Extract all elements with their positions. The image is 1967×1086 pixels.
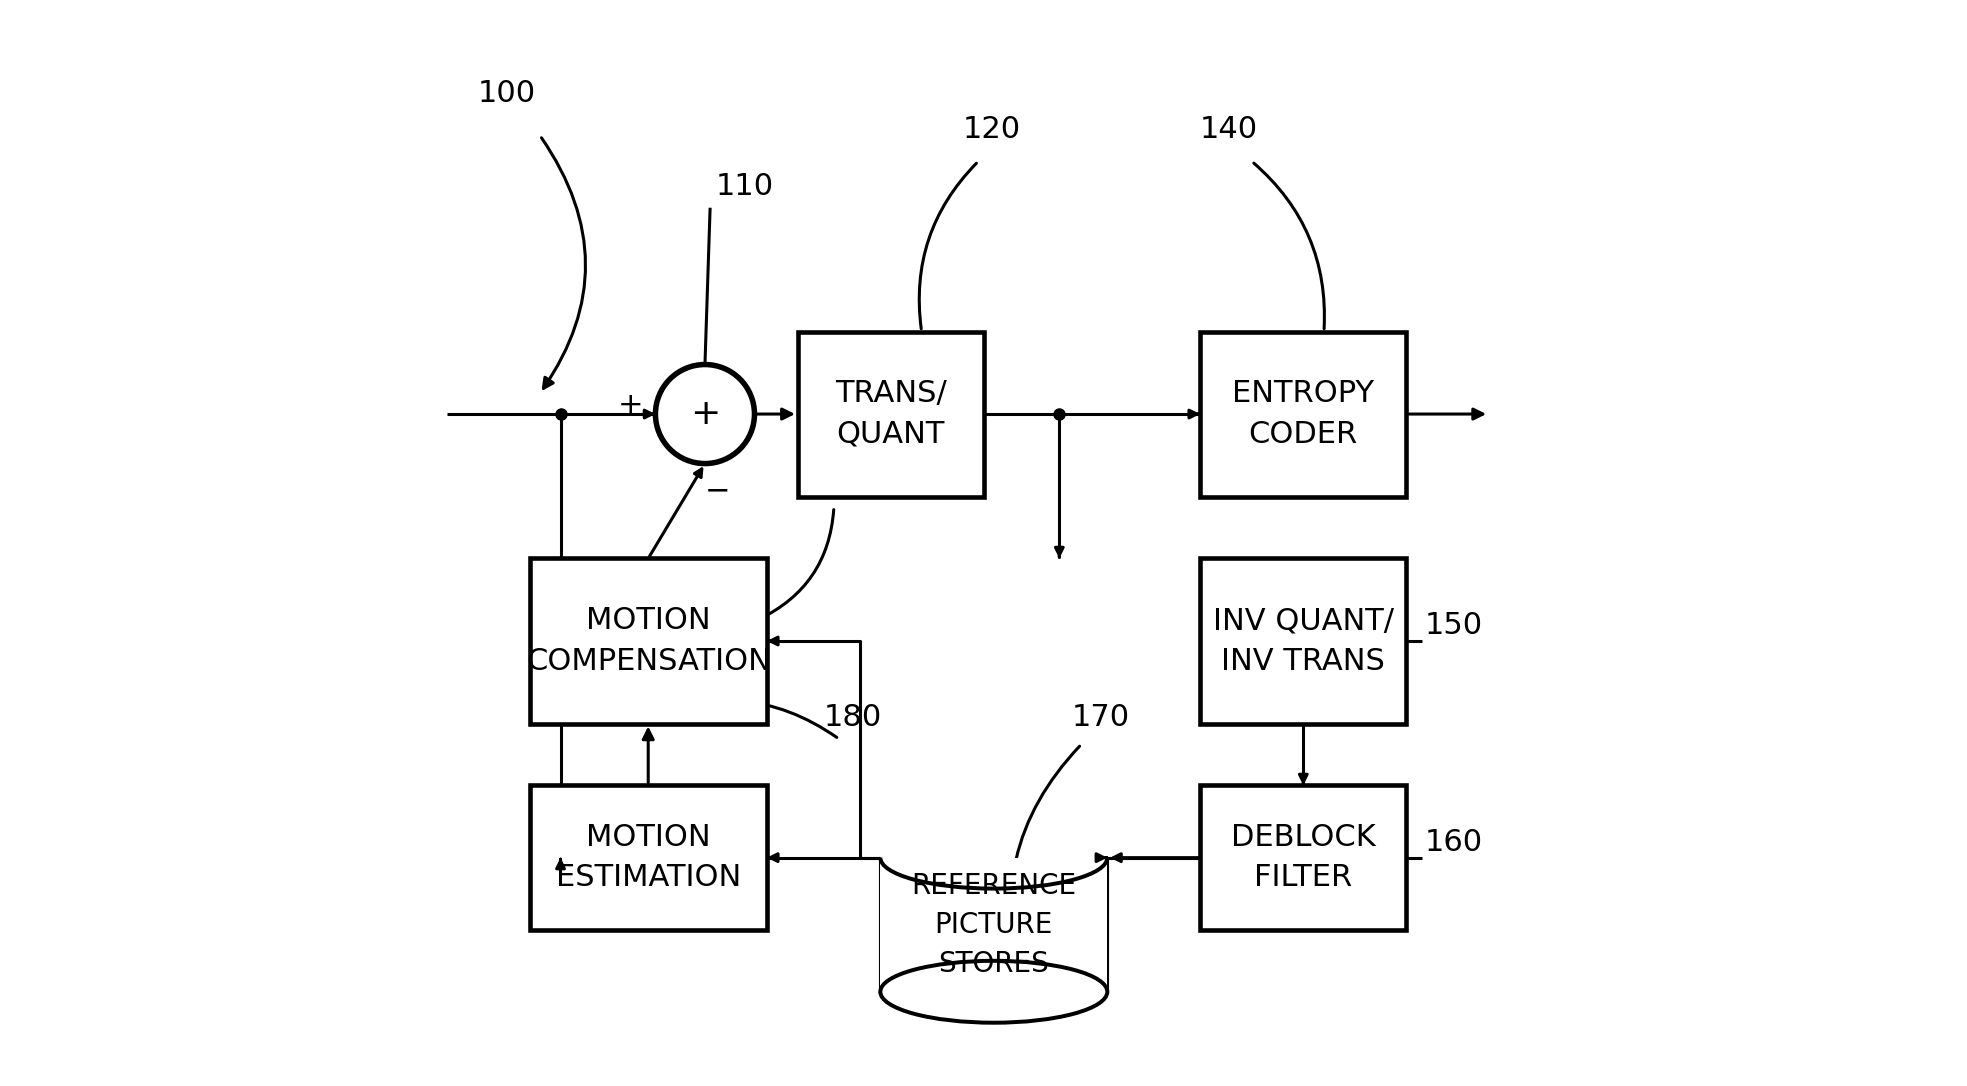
Text: 180: 180 (824, 703, 881, 732)
Bar (799, 331, 984, 496)
Bar (1200, 785, 1406, 930)
Text: 110: 110 (716, 172, 773, 201)
Text: DEBLOCK
FILTER: DEBLOCK FILTER (1231, 823, 1375, 893)
Text: 160: 160 (1424, 828, 1483, 857)
Text: −: − (704, 476, 730, 505)
Text: MOTION
COMPENSATION: MOTION COMPENSATION (525, 606, 771, 675)
Text: 150: 150 (1424, 611, 1483, 640)
Bar (881, 858, 1107, 992)
Text: MOTION
ESTIMATION: MOTION ESTIMATION (555, 823, 742, 893)
Bar (529, 558, 767, 723)
Circle shape (655, 365, 755, 464)
Text: TRANS/
QUANT: TRANS/ QUANT (834, 379, 946, 449)
Text: 140: 140 (1200, 115, 1259, 143)
Text: REFERENCE
PICTURE
STORES: REFERENCE PICTURE STORES (911, 872, 1076, 977)
Text: +: + (618, 391, 643, 420)
Text: ENTROPY
CODER: ENTROPY CODER (1231, 379, 1375, 449)
Bar (1200, 558, 1406, 723)
Text: 190: 190 (818, 471, 877, 500)
Text: +: + (690, 397, 720, 431)
Ellipse shape (881, 961, 1107, 1023)
Text: 170: 170 (1072, 703, 1129, 732)
Bar (529, 785, 767, 930)
Bar (1200, 331, 1406, 496)
Text: 100: 100 (478, 79, 537, 108)
Text: 120: 120 (964, 115, 1021, 143)
Text: INV QUANT/
INV TRANS: INV QUANT/ INV TRANS (1214, 606, 1395, 675)
